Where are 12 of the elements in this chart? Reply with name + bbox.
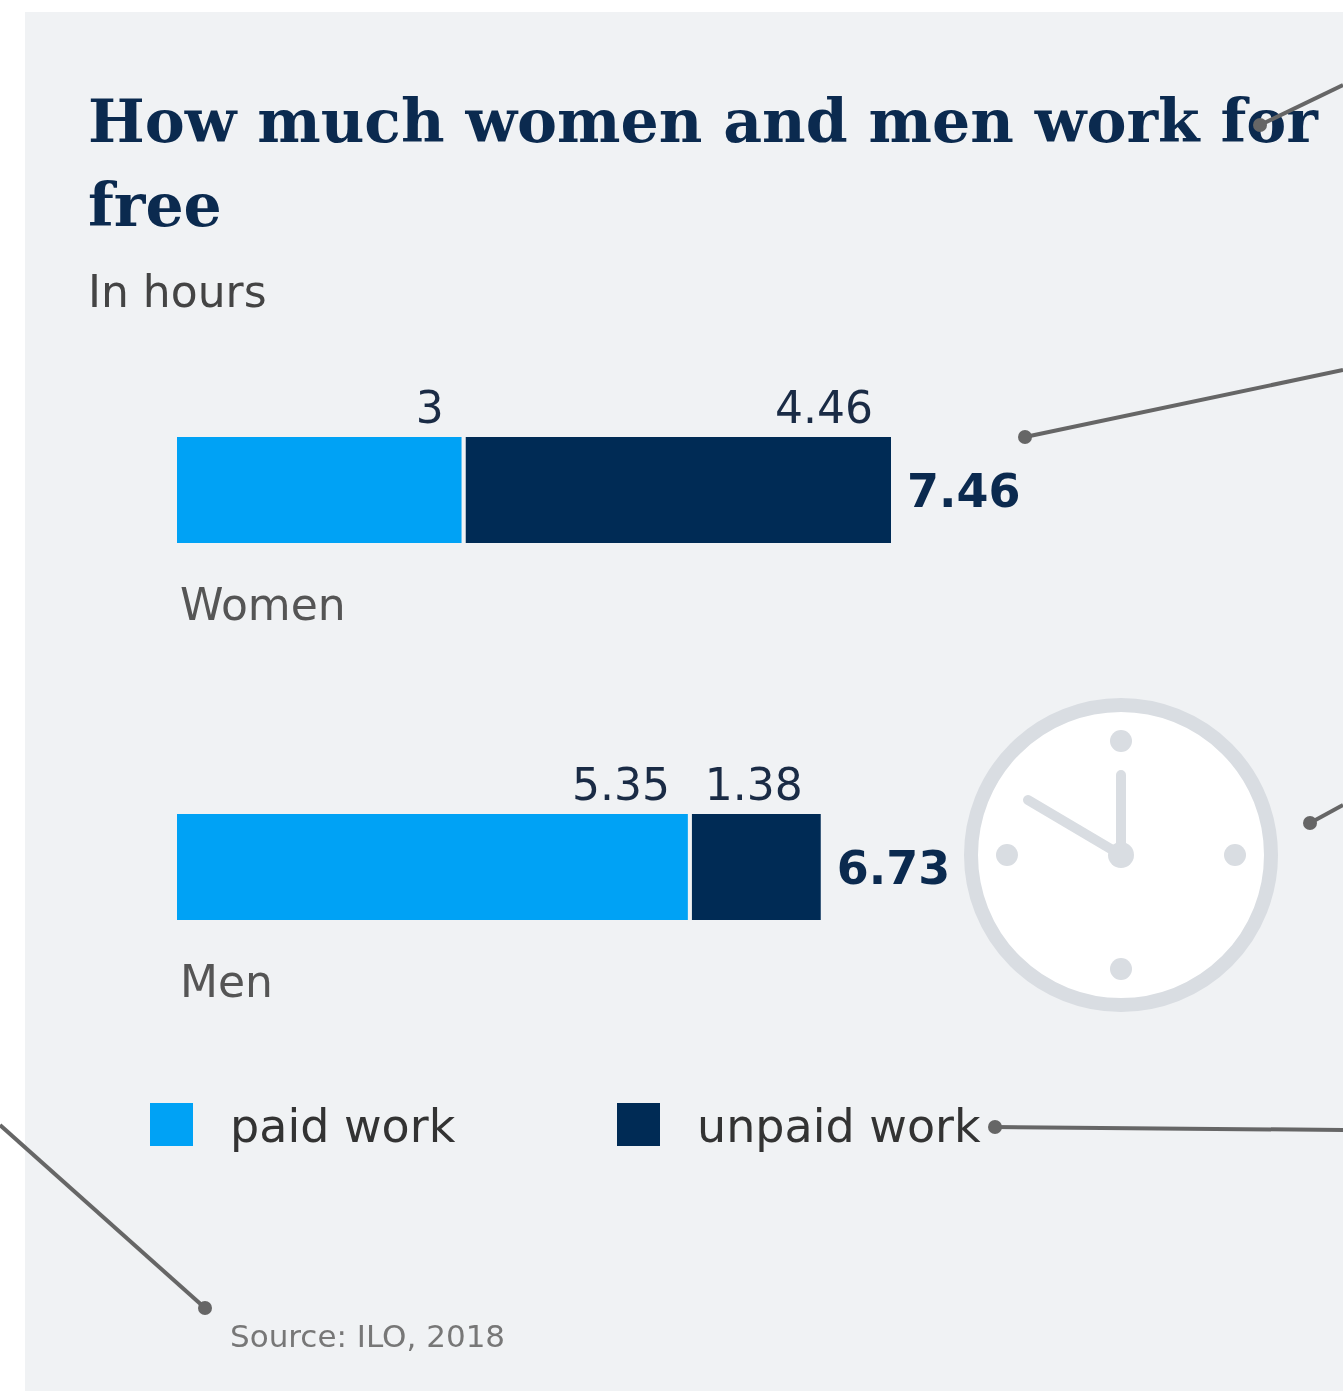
legend-label: unpaid work (697, 1099, 981, 1153)
data-label: 1.38 (704, 759, 803, 810)
data-label: 3 (415, 382, 444, 433)
source-note: Source: ILO, 2018 (230, 1318, 506, 1354)
legend-label: paid work (230, 1099, 456, 1153)
total-label: 6.73 (836, 841, 951, 895)
data-label: 5.35 (571, 759, 670, 810)
y-tick-label: Women (180, 579, 346, 630)
chart-subtitle: In hours (88, 266, 267, 317)
y-tick-label: Men (180, 956, 273, 1007)
total-label: 7.46 (907, 464, 1021, 518)
data-label: 4.46 (775, 382, 873, 433)
